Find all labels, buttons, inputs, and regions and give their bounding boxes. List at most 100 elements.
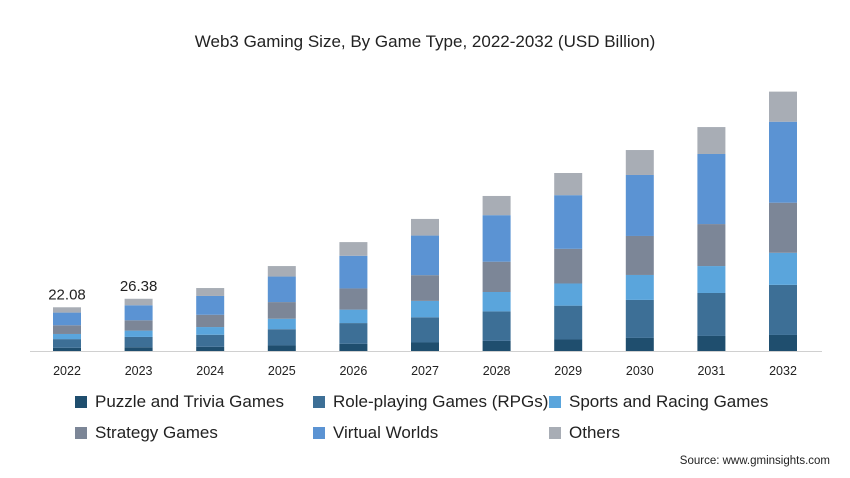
x-tick-label: 2024	[196, 364, 224, 378]
bar-segment-2022-virtual-worlds	[53, 312, 81, 326]
legend-item: Strategy Games	[75, 423, 218, 443]
bar-segment-2022-puzzle-and-trivia-games	[53, 347, 81, 351]
x-tick-label: 2028	[483, 364, 511, 378]
bar-segment-2030-strategy-games	[625, 235, 654, 275]
bar-segment-2026-role-playing-games-rpgs-	[339, 323, 368, 344]
bar-segment-2032-sports-and-racing-games	[769, 252, 797, 285]
x-tick-label: 2030	[626, 364, 654, 378]
bar-segment-2024-role-playing-games-rpgs-	[196, 334, 225, 347]
bar-segment-2029-others	[554, 172, 583, 196]
bar-segment-2030-others	[625, 150, 654, 175]
bar-segment-2029-role-playing-games-rpgs-	[554, 305, 583, 340]
bar-segment-2025-puzzle-and-trivia-games	[267, 345, 296, 351]
bar-segment-2031-others	[697, 127, 726, 154]
bar-segment-2029-strategy-games	[554, 248, 583, 284]
bar-segment-2024-strategy-games	[196, 314, 225, 328]
bar-segment-2024-puzzle-and-trivia-games	[196, 346, 225, 351]
bar-segment-2028-strategy-games	[482, 261, 511, 292]
bar-segment-2030-virtual-worlds	[625, 174, 654, 236]
bar-segment-2027-strategy-games	[411, 275, 439, 301]
x-tick-label: 2023	[125, 364, 153, 378]
bar-segment-2028-sports-and-racing-games	[482, 291, 511, 312]
bar-segment-2025-others	[267, 266, 296, 277]
bar-segment-2024-sports-and-racing-games	[196, 327, 225, 335]
bar-segment-2031-puzzle-and-trivia-games	[697, 335, 726, 351]
bar-segment-2025-role-playing-games-rpgs-	[267, 329, 296, 346]
x-tick-label: 2027	[411, 364, 439, 378]
bar-segment-2029-virtual-worlds	[554, 195, 583, 249]
legend-label: Role-playing Games (RPGs)	[333, 392, 549, 411]
bar-segment-2026-strategy-games	[339, 288, 368, 310]
x-tick-label: 2029	[554, 364, 582, 378]
legend-item: Others	[549, 423, 620, 443]
bar-segment-2022-sports-and-racing-games	[53, 333, 81, 340]
legend-swatch	[313, 427, 325, 439]
bar-segment-2023-others	[124, 298, 153, 306]
bar-segment-2028-puzzle-and-trivia-games	[482, 340, 511, 351]
bar-segment-2025-strategy-games	[267, 302, 296, 319]
bar-segment-2026-others	[339, 242, 368, 256]
bar-segment-2032-strategy-games	[769, 202, 797, 253]
legend-item: Puzzle and Trivia Games	[75, 392, 284, 412]
bar-segment-2032-role-playing-games-rpgs-	[769, 284, 797, 335]
x-tick-label: 2022	[53, 364, 81, 378]
bar-segment-2022-strategy-games	[53, 325, 81, 334]
bar-segment-2031-sports-and-racing-games	[697, 266, 726, 293]
bar-segment-2026-virtual-worlds	[339, 255, 368, 289]
bar-segment-2023-virtual-worlds	[124, 305, 153, 321]
legend-label: Puzzle and Trivia Games	[95, 392, 284, 411]
bar-segment-2029-sports-and-racing-games	[554, 283, 583, 306]
legend-label: Sports and Racing Games	[569, 392, 769, 411]
x-tick-label: 2031	[697, 364, 725, 378]
bar-segment-2022-others	[53, 307, 81, 313]
bar-segment-2027-virtual-worlds	[411, 235, 439, 276]
legend-label: Strategy Games	[95, 423, 218, 442]
legend-label: Virtual Worlds	[333, 423, 439, 442]
bar-segment-2032-puzzle-and-trivia-games	[769, 334, 797, 351]
legend-swatch	[549, 427, 561, 439]
legend-label: Others	[569, 423, 621, 442]
bar-segment-2023-strategy-games	[124, 320, 153, 331]
bar-segment-2022-role-playing-games-rpgs-	[53, 339, 81, 348]
bar-segment-2027-sports-and-racing-games	[411, 300, 439, 318]
legend-swatch	[75, 427, 87, 439]
bar-segment-2027-others	[411, 218, 439, 236]
x-tick-label: 2032	[769, 364, 797, 378]
bar-segment-2028-others	[482, 195, 511, 216]
bar-segment-2027-puzzle-and-trivia-games	[411, 342, 439, 351]
source-note: Source: www.gminsights.com	[679, 455, 830, 467]
bar-segment-2023-sports-and-racing-games	[124, 330, 153, 337]
bar-segment-2025-virtual-worlds	[267, 276, 296, 303]
bar-segment-2027-role-playing-games-rpgs-	[411, 317, 439, 343]
bar-segment-2031-role-playing-games-rpgs-	[697, 292, 726, 336]
legend-item: Virtual Worlds	[313, 423, 438, 443]
bar-segment-2028-role-playing-games-rpgs-	[482, 311, 511, 341]
bar-segment-2026-sports-and-racing-games	[339, 309, 368, 324]
x-tick-label: 2026	[339, 364, 367, 378]
data-label: 26.38	[120, 278, 158, 295]
data-label: 22.08	[48, 286, 86, 303]
bar-segment-2029-puzzle-and-trivia-games	[554, 339, 583, 351]
bar-segment-2031-strategy-games	[697, 224, 726, 267]
bar-segment-2030-sports-and-racing-games	[625, 274, 654, 300]
bar-segment-2028-virtual-worlds	[482, 215, 511, 262]
bar-segment-2025-sports-and-racing-games	[267, 318, 296, 330]
legend-swatch	[75, 396, 87, 408]
legend-item: Sports and Racing Games	[549, 392, 768, 412]
chart-title: Web3 Gaming Size, By Game Type, 2022-203…	[194, 32, 656, 51]
bar-segment-2031-virtual-worlds	[697, 153, 726, 225]
legend-swatch	[549, 396, 561, 408]
bar-segment-2032-virtual-worlds	[769, 121, 797, 203]
bar-segment-2030-role-playing-games-rpgs-	[625, 299, 654, 338]
legend-swatch	[313, 396, 325, 408]
bar-segment-2023-role-playing-games-rpgs-	[124, 336, 153, 348]
x-tick-label: 2025	[268, 364, 296, 378]
bar-segment-2026-puzzle-and-trivia-games	[339, 343, 368, 351]
bar-segment-2023-puzzle-and-trivia-games	[124, 347, 153, 351]
legend-item: Role-playing Games (RPGs)	[313, 392, 548, 412]
bar-segment-2032-others	[769, 91, 797, 122]
bar-segment-2024-others	[196, 288, 225, 296]
bar-segment-2024-virtual-worlds	[196, 295, 225, 315]
